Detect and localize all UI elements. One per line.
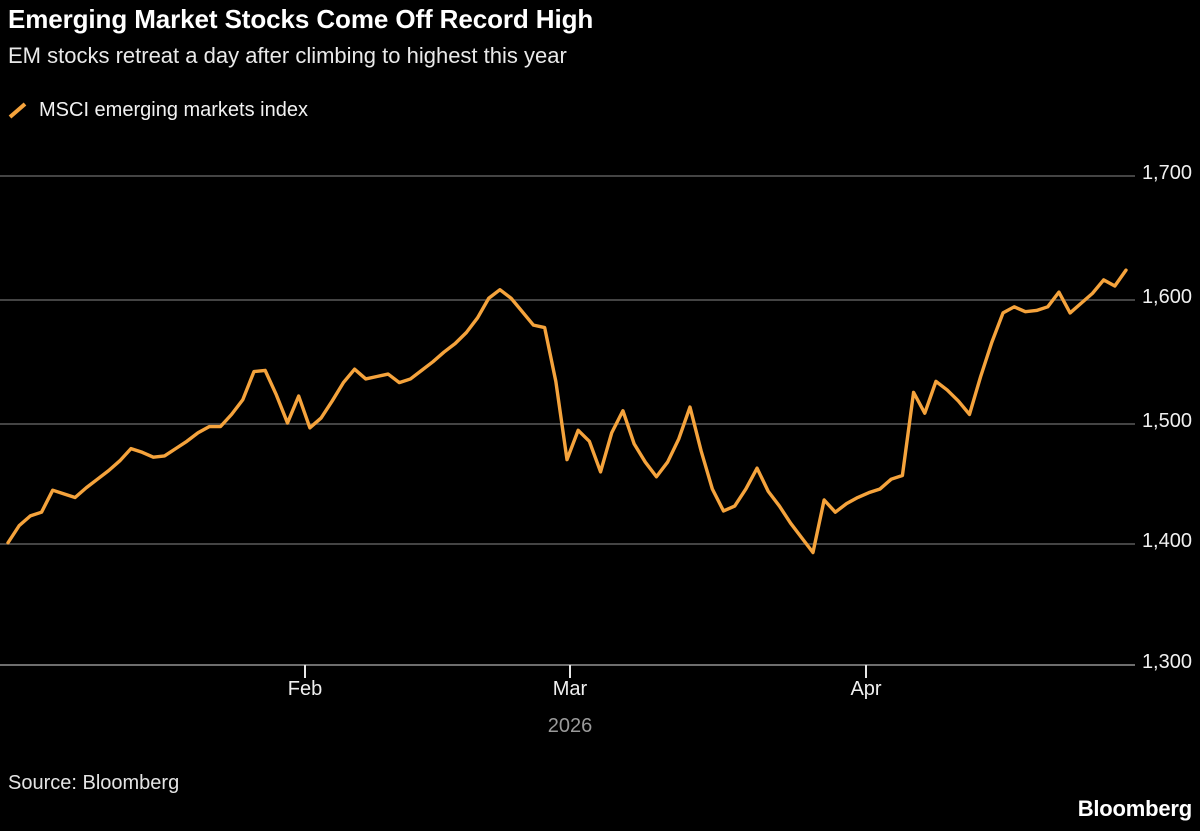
line-chart-svg	[0, 175, 1135, 678]
legend-series-label: MSCI emerging markets index	[39, 99, 308, 121]
chart-plot-area	[0, 140, 1200, 685]
series-line-msci-em	[6, 268, 1128, 555]
chart-legend: MSCI emerging markets index	[8, 99, 308, 122]
x-axis-year-label: 2026	[547, 715, 593, 737]
gridlines	[0, 175, 1135, 666]
diagonal-line-swatch-icon	[8, 101, 28, 121]
x-axis-labels: Feb Mar Apr 2026	[0, 678, 1200, 748]
bloomberg-brand: Bloomberg	[1077, 796, 1193, 821]
page-subtitle: EM stocks retreat a day after climbing t…	[8, 42, 567, 68]
chart-header: Emerging Market Stocks Come Off Record H…	[0, 0, 1200, 68]
source-note: Source: Bloomberg	[8, 772, 180, 794]
x-axis-tick-label: Feb	[287, 678, 323, 700]
x-axis-ticks	[304, 665, 867, 678]
x-axis-tick-label: Apr	[850, 678, 882, 700]
page-title: Emerging Market Stocks Come Off Record H…	[8, 4, 594, 34]
x-axis-tick-label: Mar	[552, 678, 588, 700]
